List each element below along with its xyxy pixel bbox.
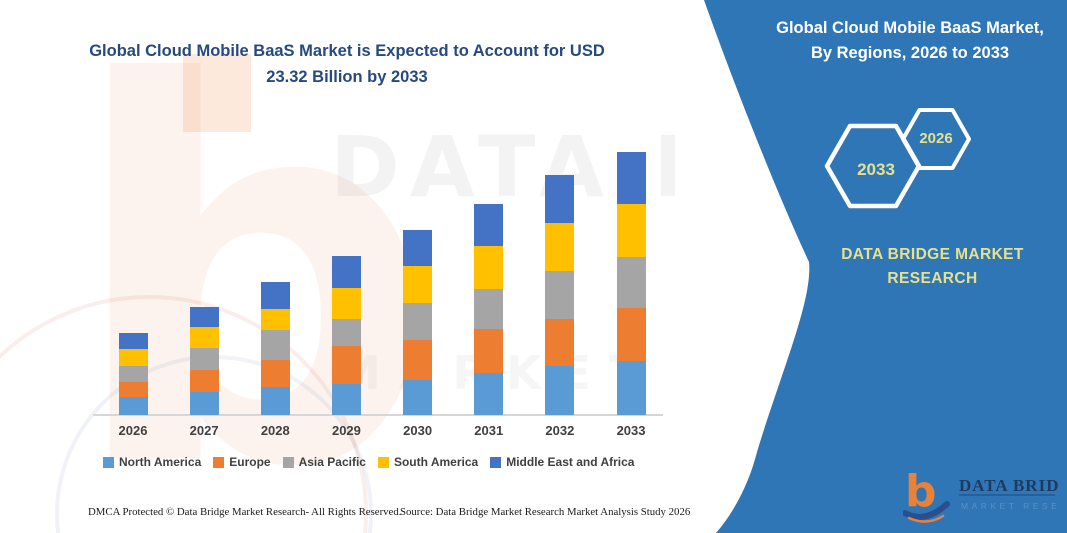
bar-segment-asia-pacific <box>403 302 433 340</box>
bar-segment-europe <box>616 307 646 361</box>
stacked-bar-2033 <box>616 151 646 415</box>
bar-segment-middle-east-and-africa <box>474 203 504 246</box>
stacked-bar-2032 <box>545 174 575 415</box>
bar-segment-europe <box>189 369 219 392</box>
stacked-bar-2026 <box>118 332 148 415</box>
logo-swoosh-orange <box>907 514 945 523</box>
bar-segment-south-america <box>616 203 646 257</box>
bar-segment-asia-pacific <box>189 347 219 370</box>
bar-segment-asia-pacific <box>260 329 290 360</box>
copyright-text: DMCA Protected © Data Bridge Market Rese… <box>88 506 402 518</box>
bar-segment-south-america <box>403 265 433 303</box>
legend-swatch-icon <box>213 456 225 468</box>
bar-segment-asia-pacific <box>545 270 575 319</box>
bar-segment-middle-east-and-africa <box>118 332 148 349</box>
x-axis-line <box>93 414 663 416</box>
bar-segment-south-america <box>118 348 148 366</box>
bar-segment-south-america <box>474 245 504 289</box>
x-tick-label: 2028 <box>260 423 290 438</box>
legend-item-asia-pacific: Asia Pacific <box>282 455 366 469</box>
brand-name-text: DATA BRIDGE MARKET RESEARCH <box>841 246 1024 288</box>
legend-item-north-america: North America <box>103 455 201 469</box>
hexagon-2026-label: 2026 <box>919 130 953 147</box>
legend-label: Asia Pacific <box>298 455 366 469</box>
bar-segment-asia-pacific <box>616 256 646 308</box>
legend-label: South America <box>393 455 479 469</box>
bar-segment-north-america <box>260 387 290 415</box>
bar-segment-north-america <box>403 380 433 415</box>
x-tick-label: 2032 <box>545 423 575 438</box>
x-tick-label: 2027 <box>189 423 219 438</box>
side-panel-title: Global Cloud Mobile BaaS Market, By Regi… <box>776 19 1044 62</box>
bar-segment-middle-east-and-africa <box>616 151 646 204</box>
bar-segment-europe <box>474 328 504 373</box>
bar-segment-europe <box>118 381 148 397</box>
bar-segment-europe <box>545 318 575 366</box>
bar-segment-europe <box>260 360 290 387</box>
side-panel-background <box>704 0 1067 533</box>
stacked-bar-2027 <box>189 306 219 415</box>
stacked-bar-2028 <box>260 281 290 415</box>
x-tick-label: 2030 <box>403 423 433 438</box>
legend-swatch-icon <box>282 456 294 468</box>
bar-segment-asia-pacific <box>331 318 361 346</box>
bar-segment-south-america <box>331 287 361 319</box>
x-tick-label: 2029 <box>331 423 361 438</box>
legend-swatch-icon <box>377 456 389 468</box>
legend-label: Europe <box>229 455 271 469</box>
hexagon-2033-icon <box>824 123 922 209</box>
x-tick-label: 2026 <box>118 423 148 438</box>
bar-segment-south-america <box>545 222 575 271</box>
legend-item-middle-east-and-africa: Middle East and Africa <box>490 455 634 469</box>
x-tick-label: 2033 <box>616 423 646 438</box>
logo-title: DATA BRIDGE <box>959 476 1058 495</box>
stacked-bar-2030 <box>403 229 433 415</box>
logo-b-glyph: b <box>905 466 937 517</box>
legend-item-europe: Europe <box>213 455 271 469</box>
bar-segment-south-america <box>260 308 290 330</box>
bar-segment-south-america <box>189 326 219 348</box>
legend-swatch-icon <box>103 456 114 468</box>
stacked-bar-2031 <box>474 203 504 415</box>
bar-segment-north-america <box>331 383 361 415</box>
source-text: Source: Data Bridge Market Research Mark… <box>400 506 691 518</box>
logo-subtitle: MARKET RESEARCH <box>961 501 1058 511</box>
bar-segment-europe <box>403 339 433 380</box>
bar-segment-asia-pacific <box>474 288 504 329</box>
hexagon-2033-label: 2033 <box>857 160 895 179</box>
bar-segment-asia-pacific <box>118 365 148 382</box>
legend-swatch-icon <box>490 456 502 468</box>
data-bridge-logo: b DATA BRIDGE MARKET RESEARCH <box>903 466 1058 523</box>
bar-segment-middle-east-and-africa <box>189 306 219 327</box>
stacked-bar-2029 <box>331 255 361 415</box>
logo-swoosh-blue <box>903 501 950 520</box>
legend-label: Middle East and Africa <box>506 455 635 469</box>
bar-segment-middle-east-and-africa <box>403 229 433 266</box>
legend-item-south-america: South America <box>377 455 479 469</box>
bar-segment-middle-east-and-africa <box>545 174 575 223</box>
bar-segment-north-america <box>545 366 575 415</box>
bar-segment-middle-east-and-africa <box>260 281 290 309</box>
bar-segment-north-america <box>118 396 148 415</box>
chart-legend: North America Europe Asia Pacific South Ame… <box>103 455 634 469</box>
legend-label: North America <box>119 455 202 469</box>
bar-segment-europe <box>331 345 361 384</box>
bar-segment-north-america <box>474 373 504 415</box>
x-tick-label: 2031 <box>474 423 504 438</box>
bar-segment-north-america <box>189 391 219 415</box>
chart-title: Global Cloud Mobile BaaS Market is Expec… <box>89 42 605 87</box>
hexagon-2026-icon <box>901 108 971 170</box>
bar-segment-middle-east-and-africa <box>331 255 361 288</box>
bar-segment-north-america <box>616 360 646 415</box>
